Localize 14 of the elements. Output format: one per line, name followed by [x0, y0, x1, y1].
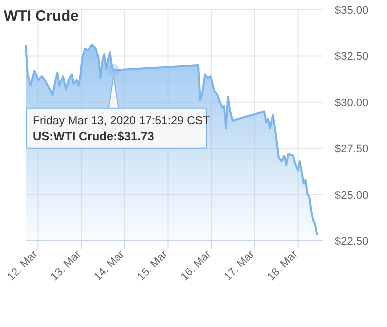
y-tick-label: $22.50 — [335, 236, 369, 248]
chart-title: WTI Crude — [4, 8, 79, 25]
x-tick-label: 18. Mar — [266, 248, 301, 284]
x-tick-label: 13. Mar — [48, 248, 84, 284]
y-tick-label: $35.00 — [335, 5, 369, 17]
y-tick-label: $27.50 — [335, 144, 369, 156]
x-tick-label: 14. Mar — [92, 248, 128, 284]
y-tick-label: $25.00 — [335, 190, 369, 202]
x-tick-label: 15. Mar — [136, 248, 171, 284]
x-tick-label: 16. Mar — [178, 248, 214, 284]
y-tick-label: $30.00 — [335, 97, 369, 110]
x-tick-label: 12. Mar — [5, 248, 41, 284]
y-tick-label: $32.50 — [335, 51, 369, 64]
x-tick-label: 17. Mar — [222, 248, 258, 284]
